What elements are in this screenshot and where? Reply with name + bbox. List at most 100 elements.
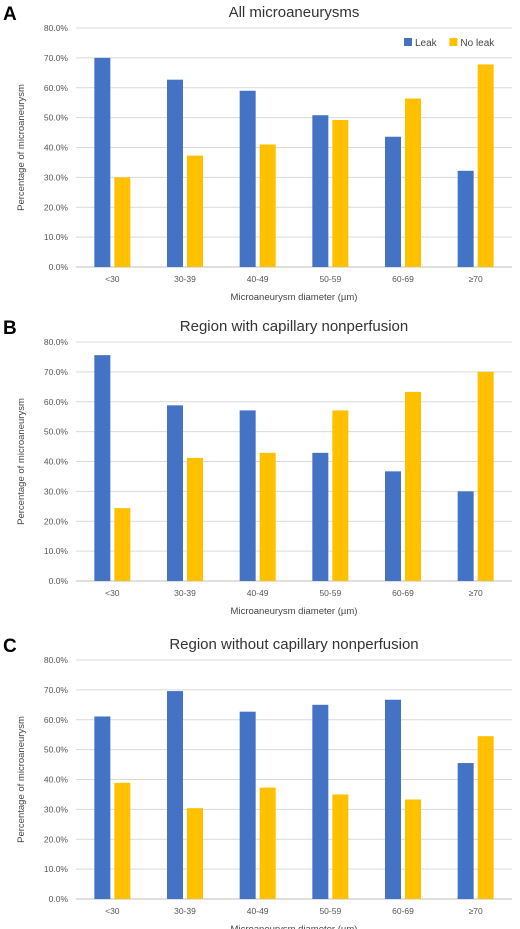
bar-leak	[94, 355, 111, 581]
x-tick-label: <30	[105, 274, 120, 284]
legend-swatch-leak	[404, 38, 412, 46]
x-tick-label: 60-69	[392, 906, 414, 916]
y-tick-label: 0.0%	[49, 576, 69, 586]
y-tick-label: 0.0%	[49, 262, 69, 272]
panel-letter: B	[3, 318, 17, 339]
y-tick-label: 50.0%	[44, 427, 69, 437]
legend-swatch-no-leak	[449, 38, 458, 46]
legend-label: No leak	[460, 38, 495, 49]
x-tick-label: ≥70	[469, 274, 483, 284]
bar-leak	[167, 79, 183, 267]
x-tick-label: 60-69	[392, 588, 414, 598]
bar-leak	[94, 716, 111, 899]
x-tick-label: ≥70	[469, 906, 483, 916]
y-axis-label: Percentage of microaneurysm	[16, 716, 27, 843]
y-tick-label: 40.0%	[44, 457, 69, 467]
y-axis-label: Percentage of microaneurysm	[16, 84, 27, 211]
x-axis-label: Microaneurysm diameter (µm)	[231, 606, 358, 617]
bar-leak	[385, 699, 401, 899]
bar-leak	[457, 491, 474, 581]
y-tick-label: 70.0%	[44, 53, 69, 63]
legend: Leak No leak	[404, 38, 495, 49]
x-tick-label: 30-39	[174, 906, 196, 916]
bar-no-leak	[114, 508, 131, 581]
bar-no-leak	[332, 410, 349, 581]
x-tick-label: 50-59	[319, 274, 341, 284]
bar-leak	[94, 57, 111, 267]
bar-no-leak	[187, 457, 203, 581]
bar-leak	[312, 115, 329, 267]
legend-label: Leak	[415, 38, 438, 49]
x-tick-label: 50-59	[319, 906, 341, 916]
chart-title: All microaneurysms	[229, 4, 360, 21]
bar-leak	[239, 90, 256, 267]
y-tick-label: 80.0%	[44, 337, 69, 347]
bar-no-leak	[477, 736, 494, 899]
x-tick-label: 30-39	[174, 274, 196, 284]
panel-letter: A	[3, 4, 17, 25]
y-axis-label: Percentage of microaneurysm	[16, 398, 27, 525]
x-axis-label: Microaneurysm diameter (µm)	[231, 924, 358, 929]
y-tick-label: 60.0%	[44, 83, 69, 93]
bar-no-leak	[332, 120, 349, 267]
y-tick-label: 20.0%	[44, 516, 69, 526]
bar-leak	[167, 405, 183, 581]
bar-no-leak	[477, 64, 494, 267]
y-tick-label: 50.0%	[44, 113, 69, 123]
bar-no-leak	[114, 177, 131, 267]
y-tick-label: 30.0%	[44, 172, 69, 182]
bar-no-leak	[405, 391, 421, 581]
y-tick-label: 50.0%	[44, 745, 69, 755]
bar-no-leak	[114, 782, 131, 899]
y-tick-label: 40.0%	[44, 143, 69, 153]
y-tick-label: 40.0%	[44, 775, 69, 785]
y-tick-label: 60.0%	[44, 715, 69, 725]
bar-leak	[167, 691, 183, 899]
y-tick-label: 70.0%	[44, 685, 69, 695]
panel-letter: C	[3, 636, 17, 657]
chart-title: Region with capillary nonperfusion	[180, 318, 408, 335]
x-tick-label: ≥70	[469, 588, 483, 598]
y-tick-label: 10.0%	[44, 232, 69, 242]
x-tick-label: 60-69	[392, 274, 414, 284]
x-tick-label: 40-49	[247, 906, 269, 916]
bar-leak	[239, 711, 256, 899]
y-tick-label: 10.0%	[44, 864, 69, 874]
bar-no-leak	[332, 794, 349, 899]
y-tick-label: 30.0%	[44, 486, 69, 496]
bar-no-leak	[187, 155, 203, 267]
y-tick-label: 70.0%	[44, 367, 69, 377]
bar-leak	[457, 763, 474, 899]
bar-no-leak	[405, 799, 421, 899]
bar-leak	[457, 170, 474, 267]
chart-title: Region without capillary nonperfusion	[169, 636, 418, 653]
bar-no-leak	[259, 144, 276, 267]
bar-no-leak	[259, 452, 276, 581]
bar-leak	[239, 410, 256, 581]
y-tick-label: 10.0%	[44, 546, 69, 556]
y-tick-label: 30.0%	[44, 804, 69, 814]
x-tick-label: <30	[105, 588, 120, 598]
x-axis-label: Microaneurysm diameter (µm)	[231, 292, 358, 303]
y-tick-label: 0.0%	[49, 894, 69, 904]
y-tick-label: 60.0%	[44, 397, 69, 407]
bar-leak	[385, 136, 401, 267]
bar-leak	[385, 471, 401, 581]
y-tick-label: 20.0%	[44, 202, 69, 212]
x-tick-label: 50-59	[319, 588, 341, 598]
chart-panel-b: B Region with capillary nonperfusion 0.0% 1…	[3, 318, 512, 617]
chart-panel-c: C Region without capillary nonperfusion 0.…	[3, 636, 512, 929]
bar-leak	[312, 704, 329, 899]
bar-no-leak	[259, 787, 276, 899]
x-tick-label: 40-49	[247, 588, 269, 598]
x-tick-label: <30	[105, 906, 120, 916]
bar-leak	[312, 452, 329, 581]
bar-no-leak	[405, 98, 421, 267]
bar-no-leak	[477, 371, 494, 581]
x-tick-label: 30-39	[174, 588, 196, 598]
chart-panel-a: A All microaneurysms 0.0% 10.0% 20.0% 30.0% 40…	[3, 4, 512, 303]
y-tick-label: 80.0%	[44, 655, 69, 665]
y-tick-label: 80.0%	[44, 23, 69, 33]
y-tick-label: 20.0%	[44, 834, 69, 844]
